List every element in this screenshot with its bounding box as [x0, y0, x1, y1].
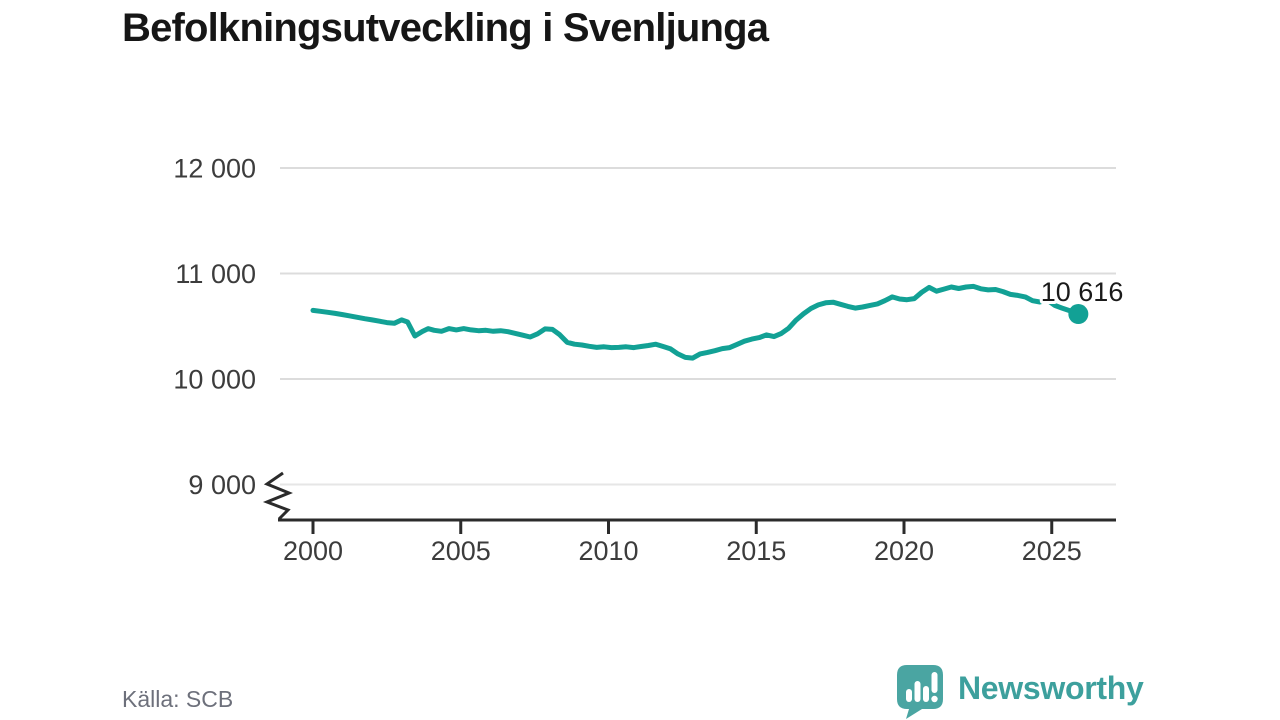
y-tick-label: 11 000: [175, 259, 256, 289]
source-note: Källa: SCB: [122, 686, 234, 712]
x-tick-label: 2010: [578, 536, 638, 566]
bar-tall: [914, 681, 921, 702]
population-line-chart: 12 000 11 000 10 000 9 000 2000 2005 2010 2015 2…: [173, 153, 1124, 566]
x-tick-label: 2020: [874, 536, 934, 566]
y-tick-label: 12 000: [173, 154, 256, 184]
x-tick-label: 2000: [283, 536, 343, 566]
x-tick-label: 2015: [726, 536, 786, 566]
x-tick-label: 2025: [1022, 536, 1082, 566]
chart-title: Befolkningsutveckling i Svenljunga: [122, 6, 769, 50]
population-line: [310, 283, 1081, 361]
newsworthy-speech-bubble-chart-icon: [897, 665, 943, 719]
x-tick-label: 2005: [431, 536, 491, 566]
newsworthy-wordmark: Newsworthy: [958, 669, 1144, 706]
latest-value-label: 10 616: [1041, 277, 1124, 307]
y-axis-break-icon: [262, 471, 293, 521]
bar-medium: [923, 686, 929, 702]
y-tick-label: 10 000: [173, 365, 256, 395]
exclamation-bar: [931, 672, 938, 693]
latest-point-marker: [1068, 304, 1089, 325]
exclamation-dot: [931, 695, 938, 703]
y-tick-label: 9 000: [188, 470, 256, 500]
bar-small: [906, 689, 912, 702]
newsworthy-logo: Newsworthy: [896, 664, 1144, 720]
